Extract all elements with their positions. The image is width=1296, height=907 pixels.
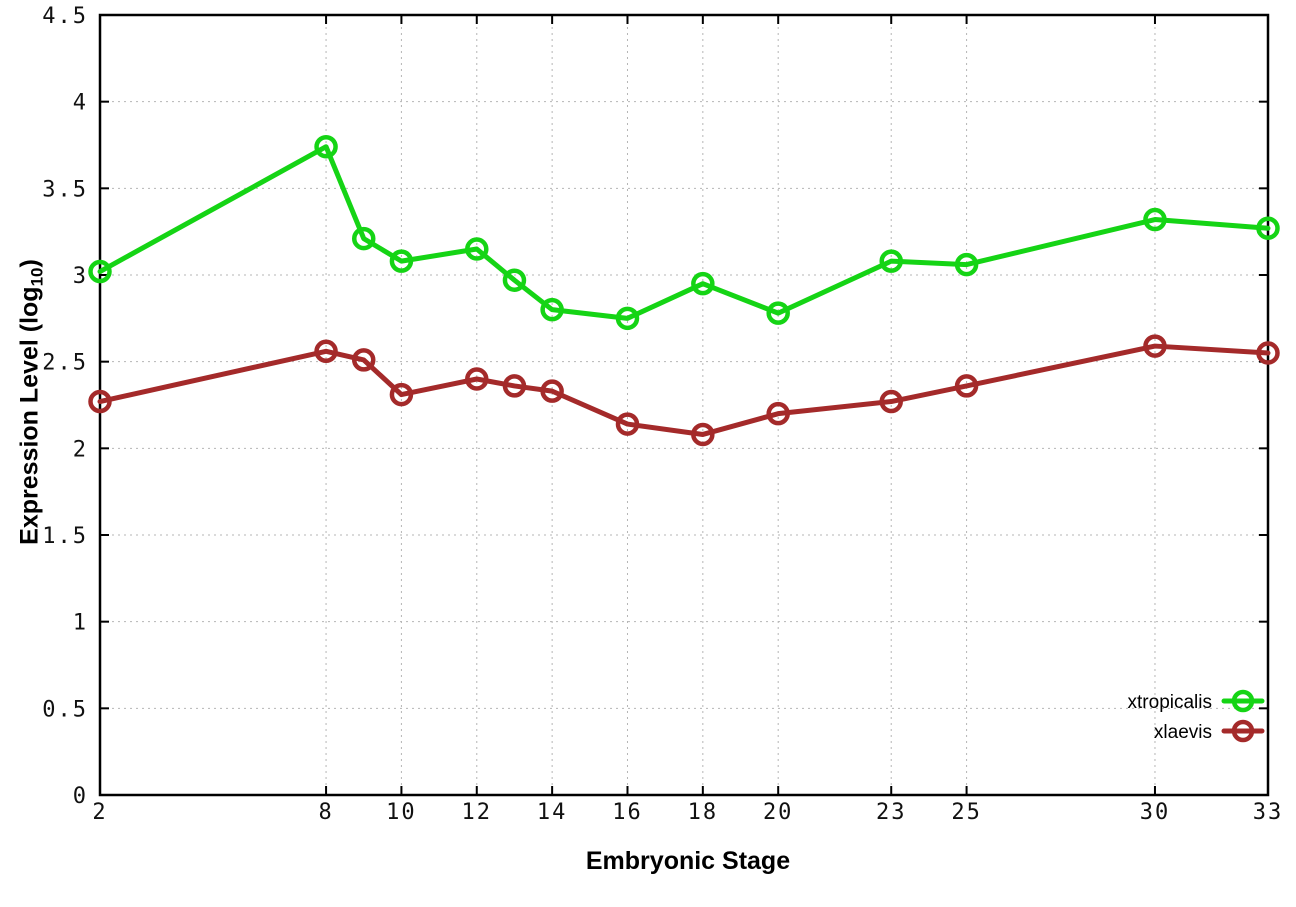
y-tick-label: 2 bbox=[73, 437, 88, 462]
y-axis-title-close: ) bbox=[15, 259, 44, 268]
legend-label-xtropicalis: xtropicalis bbox=[1128, 692, 1212, 713]
x-tick-label: 16 bbox=[612, 800, 643, 825]
data-point-xtropicalis bbox=[954, 252, 979, 277]
series-line-xlaevis bbox=[97, 343, 1271, 437]
legend-label-xlaevis: xlaevis bbox=[1154, 722, 1212, 743]
data-point-xlaevis bbox=[879, 389, 903, 414]
x-tick-label: 2 bbox=[92, 800, 107, 825]
data-point-xlaevis bbox=[351, 348, 376, 372]
y-tick-label: 3 bbox=[73, 264, 88, 289]
data-point-xlaevis bbox=[540, 379, 564, 403]
y-axis-title: Expression Level (log10) bbox=[15, 259, 47, 545]
x-tick-label: 20 bbox=[763, 800, 794, 825]
y-tick-label: 2.5 bbox=[42, 351, 88, 376]
legend-marker-sample bbox=[1231, 689, 1255, 713]
y-tick-label: 4.5 bbox=[42, 4, 88, 29]
data-point-xtropicalis bbox=[615, 306, 640, 331]
data-point-xtropicalis bbox=[389, 249, 414, 273]
x-tick-label: 23 bbox=[876, 800, 907, 825]
plot-border bbox=[98, 13, 1270, 797]
data-point-xtropicalis bbox=[465, 237, 489, 261]
y-tick-label: 0.5 bbox=[42, 697, 88, 722]
data-point-xtropicalis bbox=[314, 134, 338, 159]
x-tick-label: 14 bbox=[537, 800, 568, 825]
y-tick-label: 0 bbox=[73, 784, 88, 809]
x-tick-label: 33 bbox=[1253, 800, 1284, 825]
x-tick-label: 30 bbox=[1140, 800, 1171, 825]
x-axis-title: Embryonic Stage bbox=[585, 847, 791, 875]
data-point-xlaevis bbox=[1256, 341, 1280, 365]
data-point-xlaevis bbox=[88, 389, 112, 414]
data-point-xtropicalis bbox=[502, 268, 527, 292]
data-point-xlaevis bbox=[465, 367, 489, 391]
x-tick-label: 8 bbox=[318, 800, 333, 825]
data-point-xlaevis bbox=[314, 339, 338, 364]
x-tick-label: 10 bbox=[386, 800, 417, 825]
y-axis-title-subscript: 10 bbox=[27, 267, 47, 287]
data-point-xlaevis bbox=[1143, 334, 1167, 358]
data-point-xtropicalis bbox=[691, 271, 715, 296]
data-point-xtropicalis bbox=[1143, 207, 1167, 232]
y-tick-label: 3.5 bbox=[42, 177, 88, 202]
x-tick-label: 18 bbox=[688, 800, 719, 825]
data-point-xtropicalis bbox=[879, 249, 903, 273]
data-point-xtropicalis bbox=[351, 226, 376, 251]
y-tick-label: 4 bbox=[73, 91, 88, 116]
y-axis-title-main: Expression Level (log bbox=[15, 286, 44, 545]
x-tick-label: 12 bbox=[462, 800, 493, 825]
data-point-xlaevis bbox=[615, 412, 640, 436]
data-point-xtropicalis bbox=[540, 297, 564, 322]
legend-marker-sample bbox=[1231, 719, 1255, 743]
data-point-xlaevis bbox=[691, 422, 715, 447]
x-tick-label: 25 bbox=[951, 800, 982, 825]
y-tick-label: 1 bbox=[73, 611, 88, 636]
data-point-xlaevis bbox=[502, 374, 527, 398]
data-point-xtropicalis bbox=[88, 259, 112, 284]
data-point-xlaevis bbox=[389, 382, 414, 407]
data-point-xlaevis bbox=[954, 374, 979, 398]
data-point-xtropicalis bbox=[1256, 216, 1280, 240]
data-point-xtropicalis bbox=[766, 301, 790, 325]
series-line-xtropicalis bbox=[97, 144, 1271, 321]
y-tick-label: 1.5 bbox=[42, 524, 88, 549]
data-point-xlaevis bbox=[766, 401, 790, 426]
